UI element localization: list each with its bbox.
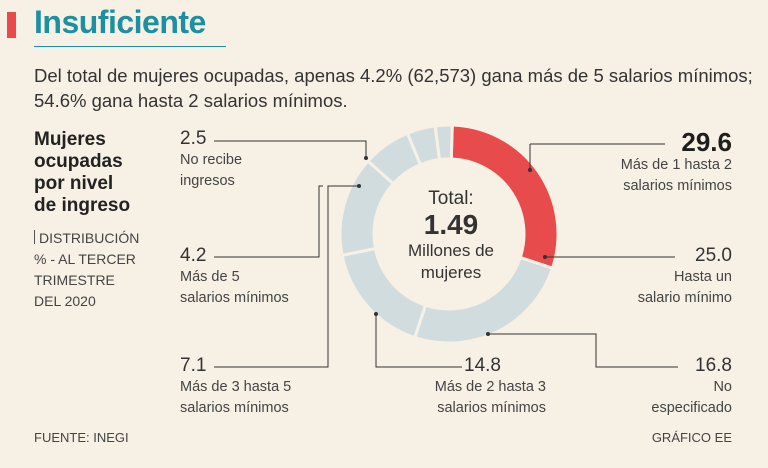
chart-subtitle-line: DEL 2020 xyxy=(34,293,96,309)
data-label-text: Más de 2 hasta 3 xyxy=(434,379,546,395)
leader-dot xyxy=(374,312,378,316)
data-label-text: Hasta un xyxy=(673,269,732,285)
title-underline xyxy=(34,46,226,47)
chart-title-line: Mujeres xyxy=(34,129,106,150)
data-label-value: 4.2 xyxy=(180,245,207,266)
data-label-text: salarios mínimos xyxy=(180,290,289,306)
leader-line-mas2-3 xyxy=(375,314,462,368)
chart-title-line: ocupadas xyxy=(34,151,123,172)
leader-lines xyxy=(214,140,678,368)
chart-title-line: por nivel xyxy=(34,173,114,194)
chart-subtitle-line: DISTRIBUCIÓN xyxy=(39,230,140,246)
label-no-recibe: 2.5 No recibe ingresos xyxy=(180,128,242,192)
data-label-text: salario mínimo xyxy=(637,290,732,306)
leader-dot xyxy=(357,184,361,188)
total-label: Total: xyxy=(428,188,474,209)
source-note: FUENTE: INEGI xyxy=(34,430,129,445)
label-mas-de-5: 4.2 Más de 5 salarios mínimos xyxy=(180,245,289,309)
data-label-text: Más de 5 xyxy=(180,269,240,285)
donut-center-label: Total: 1.49 Millones de mujeres xyxy=(386,188,516,284)
chart-title: Mujeres ocupadas por nivel de ingreso xyxy=(34,129,130,217)
label-mas-2-hasta-3: 14.8 Más de 2 hasta 3 salarios mínimos xyxy=(400,355,546,419)
data-label-value: 14.8 xyxy=(464,355,501,376)
leader-line-norecibe xyxy=(214,140,367,158)
data-label-text: No recibe xyxy=(180,152,243,168)
data-label-value: 2.5 xyxy=(180,128,207,149)
data-label-value: 29.6 xyxy=(681,127,732,157)
leader-dot xyxy=(486,332,490,336)
page-title: Insuficiente xyxy=(34,4,206,40)
data-label-text: especificado xyxy=(651,400,732,416)
leader-dots xyxy=(357,156,547,336)
data-label-value: 7.1 xyxy=(180,355,207,376)
data-label-text: salarios mínimos xyxy=(437,400,546,416)
data-label-value: 25.0 xyxy=(695,245,732,266)
accent-bar xyxy=(7,12,16,38)
chart-subtitle-line: % - AL TERCER xyxy=(34,251,136,267)
subtitle: Del total de mujeres ocupadas, apenas 4.… xyxy=(34,65,753,111)
label-hasta-un: 25.0 Hasta un salario mínimo xyxy=(560,245,732,309)
total-unit-line: mujeres xyxy=(420,263,482,282)
total-unit-line: Millones de xyxy=(408,241,494,260)
donut-slice-6 xyxy=(433,123,454,162)
data-label-text: Más de 3 hasta 5 xyxy=(180,379,292,395)
data-label-text: No xyxy=(713,379,732,395)
leader-line-noesp xyxy=(488,333,678,368)
chart-title-line: de ingreso xyxy=(34,195,131,216)
data-label-text: ingresos xyxy=(180,173,235,189)
chart-subtitle-line: TRIMESTRE xyxy=(34,272,115,288)
leader-dot xyxy=(543,255,547,259)
leader-dot xyxy=(364,156,368,160)
chart-subtitle: DISTRIBUCIÓN % - AL TERCER TRIMESTRE DEL… xyxy=(34,228,169,312)
leader-line-mas5 xyxy=(214,185,323,258)
data-label-text: salarios mínimos xyxy=(623,178,732,194)
label-mas-3-hasta-5: 7.1 Más de 3 hasta 5 salarios mínimos xyxy=(180,355,291,419)
donut-slices xyxy=(338,123,560,345)
data-label-text: salarios mínimos xyxy=(180,400,289,416)
total-value: 1.49 xyxy=(423,209,479,240)
data-label-text: Más de 1 hasta 2 xyxy=(620,157,732,173)
leader-line-mas3-5 xyxy=(214,185,359,368)
pipe-divider xyxy=(34,230,35,244)
leader-dot xyxy=(528,168,532,172)
label-no-especificado: 16.8 No especificado xyxy=(560,355,732,419)
credit-note: GRÁFICO EE xyxy=(651,430,732,445)
data-label-value: 16.8 xyxy=(695,355,732,376)
label-mas-1-hasta-2: 29.6 Más de 1 hasta 2 salarios mínimos xyxy=(560,129,732,197)
